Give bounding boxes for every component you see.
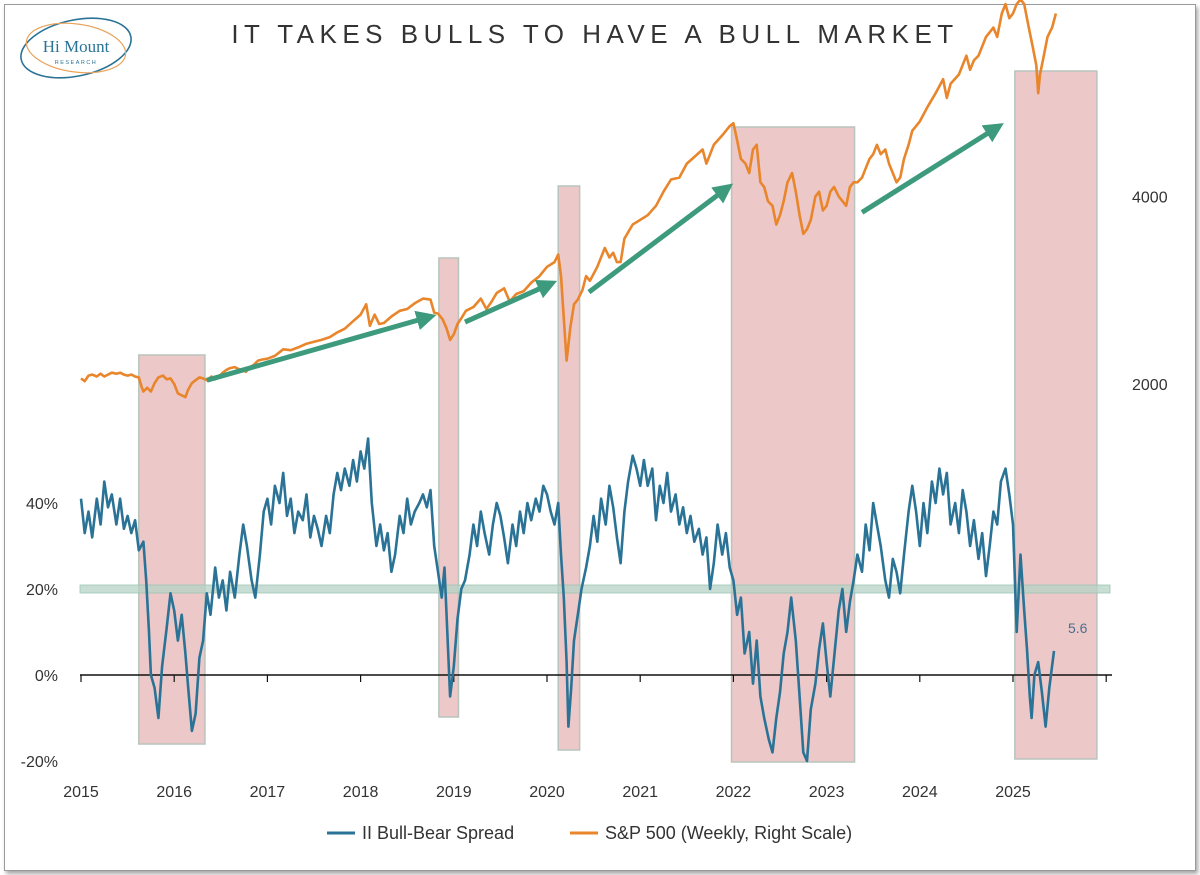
trend-arrow-2 bbox=[463, 279, 558, 325]
shaded-period-5 bbox=[1014, 70, 1098, 760]
shaded-period-1 bbox=[138, 354, 206, 745]
zero-axis bbox=[80, 674, 1112, 682]
x-tick-label: 2025 bbox=[995, 784, 1031, 801]
latest-value-label: 5.6 bbox=[1068, 620, 1088, 636]
x-tick-label: 2019 bbox=[436, 784, 472, 801]
shaded-period-4 bbox=[730, 126, 856, 763]
right-tick-label: 2000 bbox=[1132, 377, 1168, 394]
trend-arrow-1 bbox=[206, 310, 437, 383]
x-tick-label: 2015 bbox=[63, 784, 99, 801]
left-tick-label: 20% bbox=[26, 582, 58, 599]
left-tick-label: -20% bbox=[21, 754, 58, 771]
legend-label-spread: II Bull-Bear Spread bbox=[362, 823, 514, 843]
logo-subtitle: RESEARCH bbox=[55, 60, 98, 66]
x-tick-label: 2020 bbox=[529, 784, 565, 801]
series-lines bbox=[79, 0, 1058, 763]
logo-ring-icon bbox=[20, 17, 132, 79]
bull-bear-spread-line bbox=[79, 437, 1056, 763]
reference-band-20 bbox=[79, 584, 1111, 594]
x-tick-label: 2024 bbox=[902, 784, 938, 801]
trend-arrow-3 bbox=[587, 183, 734, 295]
legend-label-sp500: S&P 500 (Weekly, Right Scale) bbox=[605, 823, 852, 843]
shaded-period-2 bbox=[438, 257, 460, 718]
x-tick-label: 2017 bbox=[250, 784, 286, 801]
legend: II Bull-Bear Spread S&P 500 (Weekly, Rig… bbox=[327, 823, 852, 843]
chart-title: IT TAKES BULLS TO HAVE A BULL MARKET bbox=[231, 19, 958, 49]
left-tick-label: 40% bbox=[26, 496, 58, 513]
axis-labels: 2015 2016 2017 2018 2019 2020 2021 2022 2023 2024… bbox=[21, 189, 1168, 801]
reference-band bbox=[79, 584, 1111, 594]
x-tick-label: 2022 bbox=[716, 784, 752, 801]
left-tick-label: 0% bbox=[35, 668, 58, 685]
logo: Hi Mount RESEARCH bbox=[20, 17, 132, 79]
logo-name: Hi Mount bbox=[43, 37, 110, 56]
x-tick-label: 2016 bbox=[156, 784, 192, 801]
logo-ring-accent-icon bbox=[25, 22, 127, 74]
x-tick-label: 2021 bbox=[622, 784, 658, 801]
x-tick-label: 2023 bbox=[809, 784, 845, 801]
trend-arrow-4 bbox=[860, 123, 1004, 215]
right-tick-label: 4000 bbox=[1132, 189, 1168, 206]
shaded-periods bbox=[138, 70, 1098, 763]
sp500-line bbox=[80, 0, 1058, 399]
trend-arrows bbox=[206, 123, 1004, 383]
x-tick-label: 2018 bbox=[343, 784, 379, 801]
